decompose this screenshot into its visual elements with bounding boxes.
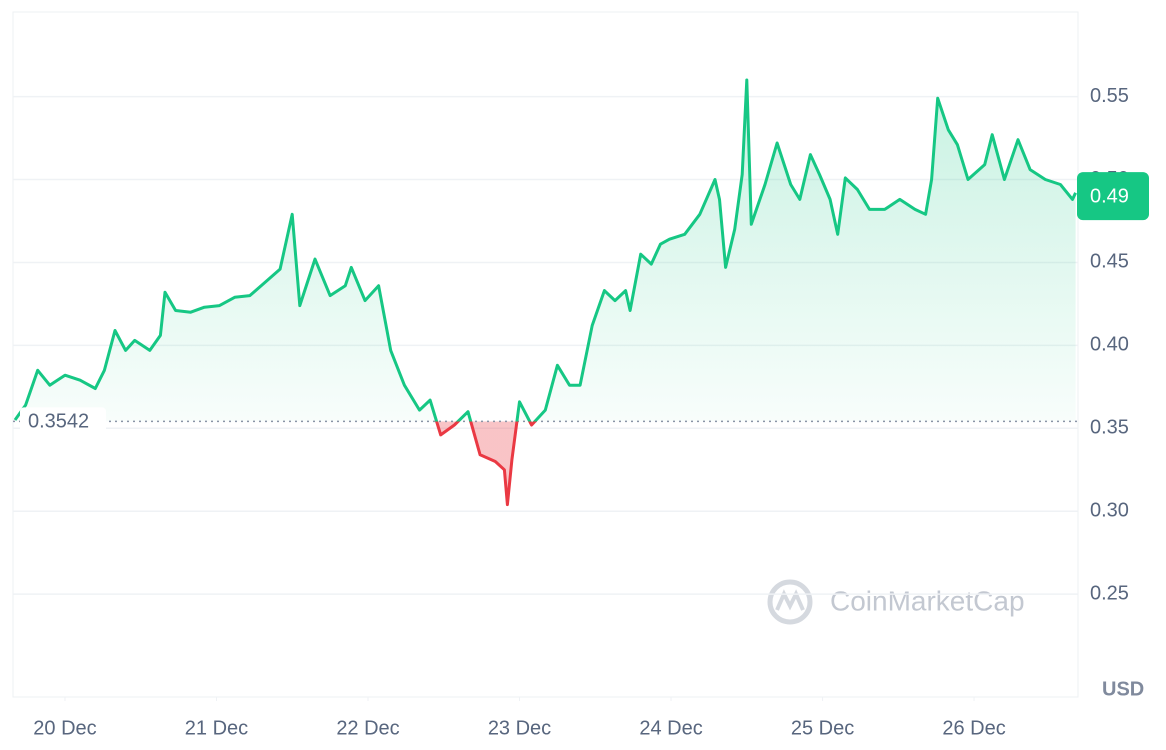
price-tag-label: 0.49 — [1090, 185, 1129, 207]
watermark: CoinMarketCap — [830, 585, 1025, 616]
y-tick-label: 0.40 — [1090, 334, 1129, 356]
y-tick-label: 0.25 — [1090, 582, 1129, 604]
x-tick-label: 20 Dec — [33, 717, 96, 739]
y-tick-label: 0.35 — [1090, 417, 1129, 439]
price-tag — [1077, 172, 1149, 221]
plot-frame — [12, 11, 1079, 698]
x-tick-label: 24 Dec — [639, 717, 702, 739]
currency-label: USD — [1102, 678, 1144, 700]
x-tick-label: 26 Dec — [942, 717, 1005, 739]
x-tick-label: 25 Dec — [791, 717, 854, 739]
y-tick-label: 0.45 — [1090, 251, 1129, 273]
baseline-label-bg — [20, 407, 106, 436]
x-tick-label: 23 Dec — [488, 717, 551, 739]
y-tick-label: 0.30 — [1090, 500, 1129, 522]
watermark-logo — [767, 579, 813, 625]
x-tick-label: 22 Dec — [336, 717, 399, 739]
price-line — [13, 78, 1077, 507]
baseline-label: 0.3542 — [28, 411, 89, 433]
x-tick-label: 21 Dec — [185, 717, 248, 739]
area — [15, 80, 1076, 505]
y-tick-label: 0.55 — [1090, 85, 1129, 107]
